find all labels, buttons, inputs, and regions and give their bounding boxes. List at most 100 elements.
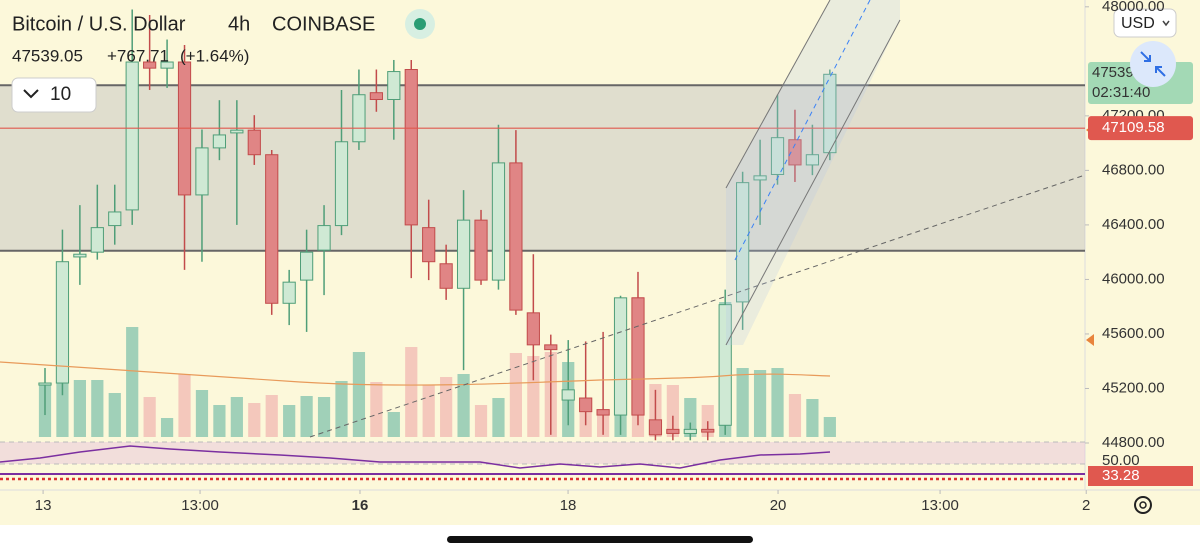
rsi-value: 33.28: [1102, 467, 1140, 484]
symbol: Bitcoin / U.S. Dollar: [12, 13, 186, 35]
volume-bar: [492, 398, 505, 437]
volume-bar: [736, 368, 749, 437]
x-tick-label: 13:00: [921, 497, 959, 514]
candle-body: [613, 297, 628, 416]
volume-bar: [806, 399, 819, 437]
candle-body: [823, 73, 837, 154]
candle-body: [195, 147, 209, 196]
volume-bar: [160, 418, 174, 437]
home-indicator: [447, 536, 753, 543]
channel-line: [725, 19, 901, 346]
candle-body: [212, 134, 227, 149]
volume-bar: [73, 380, 86, 437]
y-tick-label: 48000.00: [1102, 0, 1165, 15]
volume-bar: [317, 397, 331, 437]
y-tick-label: 45200.00: [1102, 379, 1165, 396]
candle-body: [369, 92, 383, 101]
volume-bar: [405, 347, 418, 437]
trend-line: [309, 174, 1086, 438]
last-price: 47539.05: [12, 46, 83, 65]
rsi-band: [0, 442, 1085, 464]
candle-body: [579, 397, 593, 413]
volume-bar: [474, 405, 488, 437]
volume-bar: [788, 394, 802, 437]
x-tick-label: 13: [35, 497, 52, 514]
candle-body: [38, 382, 52, 386]
x-tick-label: 20: [770, 497, 787, 514]
collapse-icon: [1140, 51, 1166, 77]
candle-body: [352, 94, 366, 143]
volume-bar: [230, 397, 243, 437]
candle-body: [805, 154, 820, 166]
settings-icon-center: [1139, 501, 1147, 509]
candle-body: [247, 129, 261, 156]
candle-body: [73, 253, 87, 258]
volume-bar: [823, 417, 836, 437]
status-dot: [414, 18, 426, 30]
currency-chevron: [1162, 20, 1170, 27]
candle-body: [439, 263, 453, 289]
y-tick-label: 45600.00: [1102, 325, 1165, 342]
volume-bar: [387, 412, 400, 437]
candle-body: [648, 419, 663, 436]
interval: 4h: [228, 13, 250, 35]
volume-bar: [126, 327, 139, 437]
settings-icon[interactable]: [1134, 496, 1152, 514]
countdown: 02:31:40: [1092, 84, 1150, 101]
volume-bar: [335, 381, 348, 437]
change-percent: (+1.64%): [180, 46, 249, 65]
chart-background: [0, 0, 1200, 525]
volume-bar: [91, 380, 104, 437]
candle-body: [125, 61, 139, 211]
exchange: COINBASE: [272, 13, 375, 35]
volume-bar: [457, 374, 470, 437]
candle-body: [561, 389, 575, 401]
volume-bar: [108, 393, 121, 437]
candle-body: [317, 225, 331, 251]
collapse-button[interactable]: [1130, 41, 1176, 87]
volume-bar: [666, 385, 679, 437]
volume-bar: [684, 398, 697, 437]
volume-bar: [213, 405, 226, 437]
volume-bar: [300, 396, 313, 437]
candle-body: [456, 219, 471, 289]
candle-body: [491, 162, 506, 281]
moving-average: [0, 361, 831, 386]
candle-body: [544, 344, 558, 351]
x-tick-label: 16: [352, 497, 369, 514]
volume-bar: [527, 356, 540, 437]
candle-body: [387, 71, 401, 101]
change: +767.71: [107, 46, 169, 65]
rsi-tag: [1088, 466, 1193, 486]
candle-body: [770, 137, 785, 175]
candle-body: [701, 428, 715, 433]
y-tick-label: 46400.00: [1102, 216, 1165, 233]
candle-body: [404, 69, 418, 226]
volume-bar: [352, 352, 366, 437]
indicator-toggle[interactable]: [11, 77, 97, 113]
channel-line: [725, 0, 831, 189]
rsi-line: [0, 445, 831, 469]
volume-bar: [178, 374, 191, 437]
currency-button[interactable]: [1113, 8, 1177, 38]
candle-body: [718, 304, 732, 426]
candle-body: [631, 297, 645, 416]
volume-bar: [753, 370, 767, 437]
candle-body: [683, 428, 697, 434]
rsi-label: 50.00: [1102, 452, 1140, 469]
chevron: [23, 89, 39, 99]
candle-body: [422, 227, 436, 263]
volume-bar: [771, 368, 784, 437]
candle-body: [526, 312, 540, 346]
x-tick-label: 2: [1082, 497, 1090, 514]
candle-body: [334, 141, 349, 227]
y-tick-label: 46000.00: [1102, 270, 1165, 287]
volume-bar: [56, 370, 69, 437]
candle-body: [55, 261, 70, 384]
candle-body: [108, 211, 122, 227]
volume-bar: [195, 390, 209, 437]
candle-body: [160, 61, 174, 69]
candle-body: [753, 175, 767, 181]
